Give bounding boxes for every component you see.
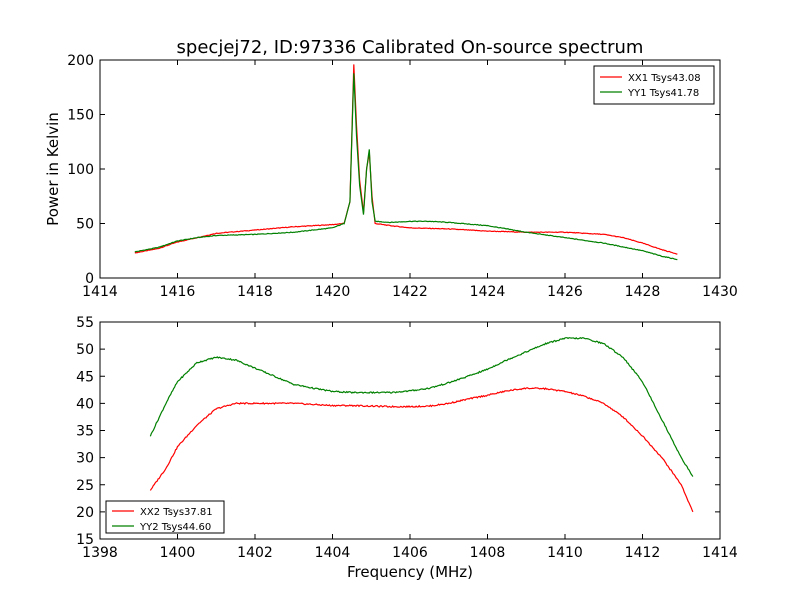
legend: XX1 Tsys43.08 YY1 Tsys41.78	[593, 65, 715, 105]
y-tick-label: 200	[67, 53, 94, 69]
series-line-top-0	[134, 64, 678, 255]
series-line-top-1	[134, 73, 678, 261]
x-tick-label: 1430	[702, 284, 738, 300]
legend-box	[593, 65, 715, 105]
legend-label: XX1 Tsys43.08	[628, 73, 701, 84]
y-tick-label: 30	[76, 451, 94, 467]
y-tick-label: 0	[85, 271, 94, 287]
x-tick-label: 1420	[315, 284, 351, 300]
x-tick-label: 1418	[237, 284, 273, 300]
legend-box	[105, 500, 225, 534]
x-tick-label: 1402	[237, 545, 273, 561]
x-tick-label: 1428	[625, 284, 661, 300]
x-tick-label: 1406	[392, 545, 428, 561]
y-tick-label: 35	[76, 424, 94, 440]
top-panel: 1414 1416 1418 1420 1422 1424 1426 1428 1430 0 50 1…	[67, 53, 738, 300]
x-tick-label: 1414	[82, 284, 118, 300]
y-tick-label: 20	[76, 505, 94, 521]
x-tick-label: 1424	[470, 284, 506, 300]
legend: XX2 Tsys37.81 YY2 Tsys44.60	[105, 500, 225, 534]
y-tick-label: 100	[67, 162, 94, 178]
top-y-axis-label: Power in Kelvin	[44, 112, 62, 226]
x-tick-label: 1400	[160, 545, 196, 561]
y-tick-label: 55	[76, 315, 94, 331]
series-line-bottom-0	[149, 387, 694, 513]
y-tick-label: 45	[76, 369, 94, 385]
y-tick-label: 40	[76, 396, 94, 412]
x-tick-label: 1404	[315, 545, 351, 561]
x-tick-label: 1416	[160, 284, 196, 300]
x-tick-label: 1414	[702, 545, 738, 561]
bottom-panel: 1398 1400 1402 1404 1406 1408 1410 1412 1414 15 20…	[76, 315, 738, 561]
x-tick-label: 1426	[547, 284, 583, 300]
y-tick-label: 50	[76, 342, 94, 358]
y-tick-label: 50	[76, 217, 94, 233]
x-tick-label: 1398	[82, 545, 118, 561]
y-tick-label: 25	[76, 478, 94, 494]
x-tick-label: 1410	[547, 545, 583, 561]
legend-label: XX2 Tsys37.81	[140, 507, 213, 518]
series-line-bottom-1	[149, 336, 694, 477]
legend-label: YY1 Tsys41.78	[627, 88, 699, 99]
y-tick-label: 150	[67, 108, 94, 124]
x-tick-label: 1408	[470, 545, 506, 561]
x-tick-label: 1412	[625, 545, 661, 561]
bottom-x-axis-label: Frequency (MHz)	[347, 563, 473, 581]
legend-label: YY2 Tsys44.60	[139, 522, 211, 533]
y-tick-label: 15	[76, 532, 94, 548]
x-tick-label: 1422	[392, 284, 428, 300]
chart-title: specjej72, ID:97336 Calibrated On-source…	[177, 37, 644, 58]
